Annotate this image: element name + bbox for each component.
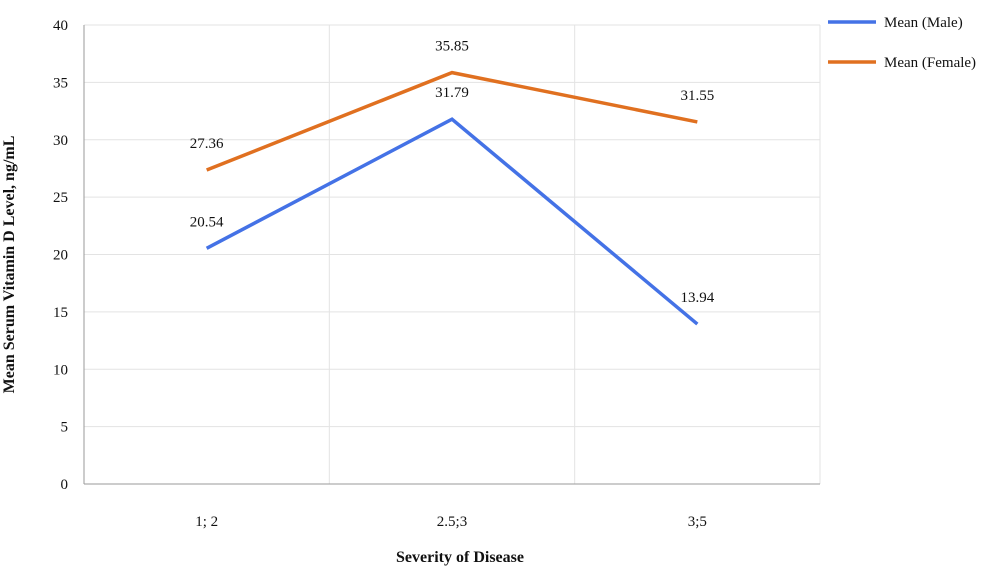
data-label: 31.79 xyxy=(435,85,469,101)
data-label: 20.54 xyxy=(190,214,224,230)
x-tick-label: 3;5 xyxy=(688,514,707,530)
legend-label: Mean (Female) xyxy=(884,55,976,71)
legend: Mean (Male) Mean (Female) xyxy=(828,15,976,71)
axes xyxy=(83,25,820,485)
x-axis-title: Severity of Disease xyxy=(396,549,524,566)
legend-label: Mean (Male) xyxy=(884,15,963,31)
y-axis-title: Mean Serum Vitamin D Level, ng/mL xyxy=(1,136,18,394)
y-tick-label: 0 xyxy=(61,477,69,493)
y-tick-label: 10 xyxy=(53,362,68,378)
y-tick-label: 15 xyxy=(53,305,68,321)
data-label: 31.55 xyxy=(680,88,714,104)
y-tick-labels: 0 5 10 15 20 25 30 35 40 xyxy=(53,18,68,493)
data-label: 35.85 xyxy=(435,39,469,55)
series-line-female xyxy=(206,70,698,172)
y-tick-label: 25 xyxy=(53,190,68,206)
y-tick-label: 40 xyxy=(53,18,68,34)
x-tick-labels: 1; 2 2.5;3 3;5 xyxy=(195,514,707,530)
series-lines xyxy=(205,70,699,326)
data-label: 27.36 xyxy=(190,136,224,152)
y-tick-label: 20 xyxy=(53,248,68,264)
data-label: 13.94 xyxy=(680,290,714,306)
y-tick-label: 30 xyxy=(53,133,68,149)
y-tick-label: 5 xyxy=(61,420,69,436)
data-labels: 20.54 31.79 13.94 27.36 35.85 31.55 xyxy=(190,39,715,306)
x-tick-label: 2.5;3 xyxy=(437,514,467,530)
y-tick-label: 35 xyxy=(53,75,68,91)
x-tick-label: 1; 2 xyxy=(195,514,218,530)
series-line-male xyxy=(205,117,699,326)
grid-lines xyxy=(84,24,821,484)
